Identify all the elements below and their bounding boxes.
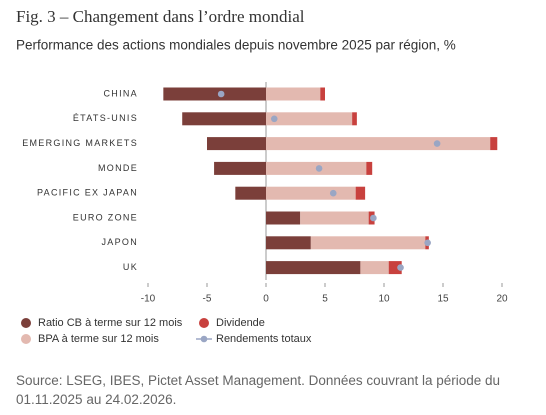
category-label: EMERGING MARKETS: [22, 138, 138, 148]
bar-segment: [266, 112, 353, 126]
total-return-dot: [217, 90, 225, 98]
bar-segment: [266, 261, 361, 275]
source-note: Source: LSEG, IBES, Pictet Asset Managem…: [16, 373, 501, 407]
x-tick-label: 5: [322, 294, 328, 305]
total-return-dot: [397, 264, 404, 271]
total-return-dot: [424, 239, 431, 247]
legend-swatch: [200, 335, 208, 343]
legend-swatch: [199, 318, 209, 328]
bar-segment: [360, 261, 389, 275]
bar-segment: [310, 236, 426, 250]
category-label: ÉTATS-UNIS: [73, 113, 138, 123]
legend-swatch: [21, 334, 31, 344]
bar-segment: [355, 186, 366, 200]
bar-segment: [300, 211, 369, 225]
bar-segment: [266, 137, 491, 151]
bar-segment: [320, 87, 325, 101]
category-label: UK: [123, 262, 138, 272]
chart: Fig. 3 – Changement dans l’ordre mondial…: [16, 7, 508, 345]
chart-subtitle: Performance des actions mondiales depuis…: [16, 38, 456, 53]
category-label: CHINA: [103, 88, 138, 98]
legend-label: Dividende: [216, 317, 265, 329]
bar-segment: [207, 137, 266, 151]
category-label: EURO ZONE: [73, 212, 138, 222]
bar-segment: [490, 137, 498, 151]
total-return-dot: [270, 115, 278, 123]
chart-title: Fig. 3 – Changement dans l’ordre mondial: [16, 7, 305, 26]
category-label: JAPON: [101, 237, 138, 247]
bar-segment: [366, 161, 373, 175]
bar-segment: [266, 87, 321, 101]
bar-segment: [182, 112, 266, 126]
legend-label: BPA à terme sur 12 mois: [38, 333, 159, 345]
bar-segment: [235, 186, 266, 200]
x-tick-label: 10: [378, 294, 390, 305]
legend-label: Rendements totaux: [216, 333, 312, 345]
total-return-dot: [433, 140, 441, 147]
legend-swatch: [21, 318, 31, 328]
x-tick-label: 0: [263, 294, 269, 305]
x-tick-label: 20: [496, 294, 508, 305]
bar-segment: [266, 236, 311, 250]
bar-segment: [388, 261, 402, 275]
category-label: MONDE: [98, 163, 138, 173]
total-return-dot: [315, 165, 323, 172]
bar-segment: [214, 161, 266, 175]
bar-segment: [266, 211, 301, 225]
total-return-dot: [329, 189, 337, 197]
total-return-dot: [370, 214, 377, 222]
bar-segment: [352, 112, 357, 126]
x-tick-label: -10: [141, 294, 156, 305]
x-tick-label: 15: [437, 294, 449, 305]
category-label: PACIFIC EX JAPAN: [37, 188, 138, 198]
x-tick-label: -5: [203, 294, 212, 305]
bar-segment: [266, 186, 356, 200]
legend-label: Ratio CB à terme sur 12 mois: [38, 317, 183, 329]
bar-segment: [163, 87, 266, 101]
